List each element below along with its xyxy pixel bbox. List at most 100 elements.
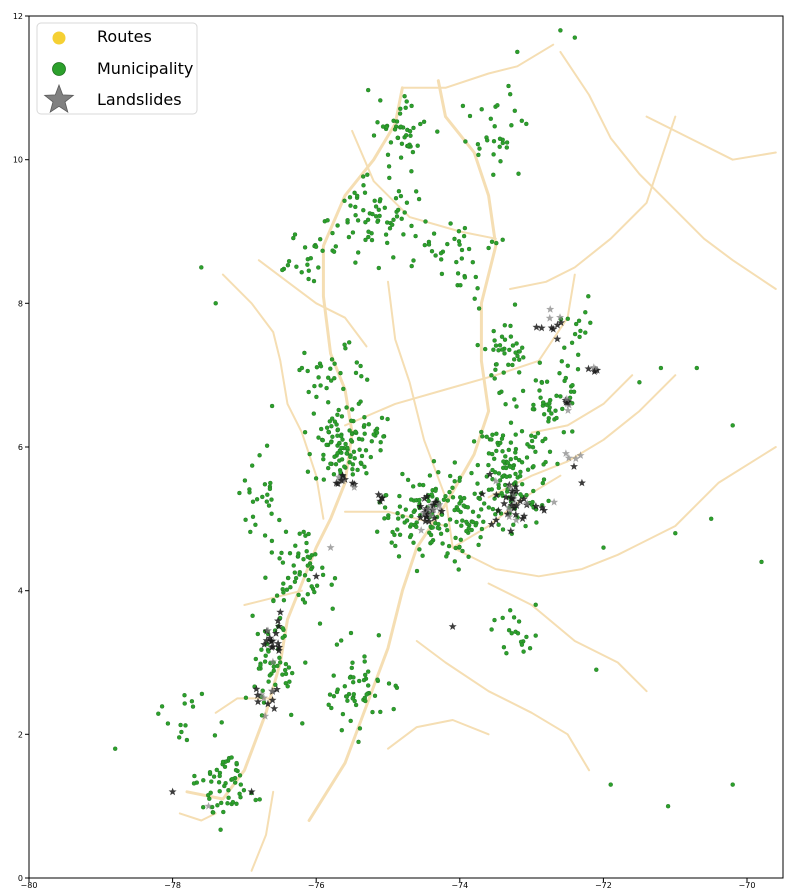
municipality-point — [349, 418, 354, 423]
municipality-point — [299, 270, 304, 275]
landslide-marker — [204, 802, 213, 810]
municipality-point — [452, 559, 457, 564]
municipality-point — [329, 378, 334, 383]
municipality-point — [436, 521, 441, 527]
municipality-point — [241, 788, 247, 793]
municipality-point — [262, 659, 268, 664]
legend-landslides-label: Landslides — [97, 90, 182, 109]
municipality-point — [455, 271, 461, 276]
legend-municipality-marker — [52, 62, 66, 76]
municipality-point — [331, 249, 337, 254]
municipality-point — [347, 675, 353, 680]
municipality-point — [390, 222, 395, 228]
municipality-point — [414, 568, 420, 574]
municipality-point — [441, 497, 447, 502]
municipality-point — [190, 704, 196, 709]
municipality-point — [269, 403, 275, 409]
municipality-point — [513, 471, 518, 477]
municipality-point — [447, 517, 453, 522]
municipality-point — [338, 370, 343, 376]
landslide-marker — [487, 520, 496, 528]
municipality-point — [402, 93, 407, 99]
municipality-point — [578, 328, 583, 334]
municipality-point — [417, 547, 422, 552]
landslide-marker — [577, 478, 586, 487]
municipality-point — [489, 627, 494, 632]
municipality-point — [562, 345, 567, 350]
municipality-point — [565, 363, 570, 368]
municipality-point — [410, 149, 416, 155]
municipality-point — [476, 514, 481, 519]
municipality-point — [390, 529, 395, 535]
route-line — [451, 474, 562, 549]
landslide-marker — [430, 514, 439, 522]
municipality-point — [512, 397, 517, 402]
municipality-point — [486, 505, 491, 510]
municipality-point — [344, 451, 349, 456]
municipality-point — [569, 340, 575, 345]
municipality-point — [472, 491, 477, 496]
municipality-point — [382, 205, 387, 211]
municipality-point — [517, 370, 522, 375]
municipality-point — [386, 515, 391, 521]
municipality-point — [565, 316, 570, 321]
municipality-point — [361, 677, 367, 683]
municipality-point — [658, 365, 664, 371]
municipality-point — [248, 529, 253, 535]
municipality-point — [499, 436, 505, 441]
landslide-marker — [547, 323, 556, 332]
municipality-point — [508, 464, 513, 469]
municipality-point — [313, 552, 318, 557]
municipality-point — [307, 451, 312, 457]
municipality-point — [349, 665, 354, 671]
landslide-marker — [437, 507, 446, 515]
municipality-point — [454, 259, 459, 265]
municipality-point — [335, 433, 340, 438]
municipality-point — [395, 527, 400, 532]
municipality-point — [435, 129, 440, 134]
municipality-point — [394, 685, 400, 690]
municipality-point — [366, 234, 371, 240]
municipality-point — [353, 260, 358, 265]
municipality-point — [399, 141, 405, 147]
municipality-point — [365, 217, 371, 223]
municipality-point — [333, 244, 338, 249]
municipality-point — [508, 440, 514, 445]
municipality-point — [411, 509, 416, 515]
municipality-point — [285, 684, 290, 689]
landslide-marker — [518, 514, 527, 523]
route-line — [487, 582, 648, 693]
municipality-point — [250, 514, 256, 519]
municipality-point — [302, 350, 307, 356]
municipality-point — [348, 203, 353, 208]
municipality-point — [370, 211, 375, 217]
route-line — [221, 273, 325, 520]
municipality-point — [317, 621, 323, 626]
municipality-point — [527, 646, 533, 651]
municipality-point — [489, 437, 494, 442]
municipality-point — [278, 660, 283, 665]
municipality-point — [508, 420, 514, 425]
y-tick-label: 4 — [18, 587, 23, 596]
municipality-point — [501, 370, 506, 375]
municipality-point — [353, 204, 358, 210]
municipality-point — [359, 374, 364, 379]
municipality-point — [439, 257, 444, 262]
municipality-point — [408, 532, 414, 538]
municipality-point — [217, 789, 222, 794]
municipality-point — [286, 575, 291, 581]
landslide-marker — [506, 526, 515, 535]
municipality-point — [594, 667, 599, 672]
municipality-point — [422, 242, 427, 248]
municipality-point — [514, 341, 519, 346]
landslide-marker — [424, 505, 433, 513]
landslide-marker — [416, 502, 425, 510]
municipality-point — [501, 459, 506, 464]
municipality-point — [266, 503, 272, 508]
landslide-marker — [274, 643, 283, 651]
municipality-point — [243, 695, 249, 700]
municipality-point — [277, 556, 282, 561]
municipality-point — [475, 481, 480, 486]
municipality-point — [512, 357, 517, 362]
municipality-point — [337, 458, 342, 463]
